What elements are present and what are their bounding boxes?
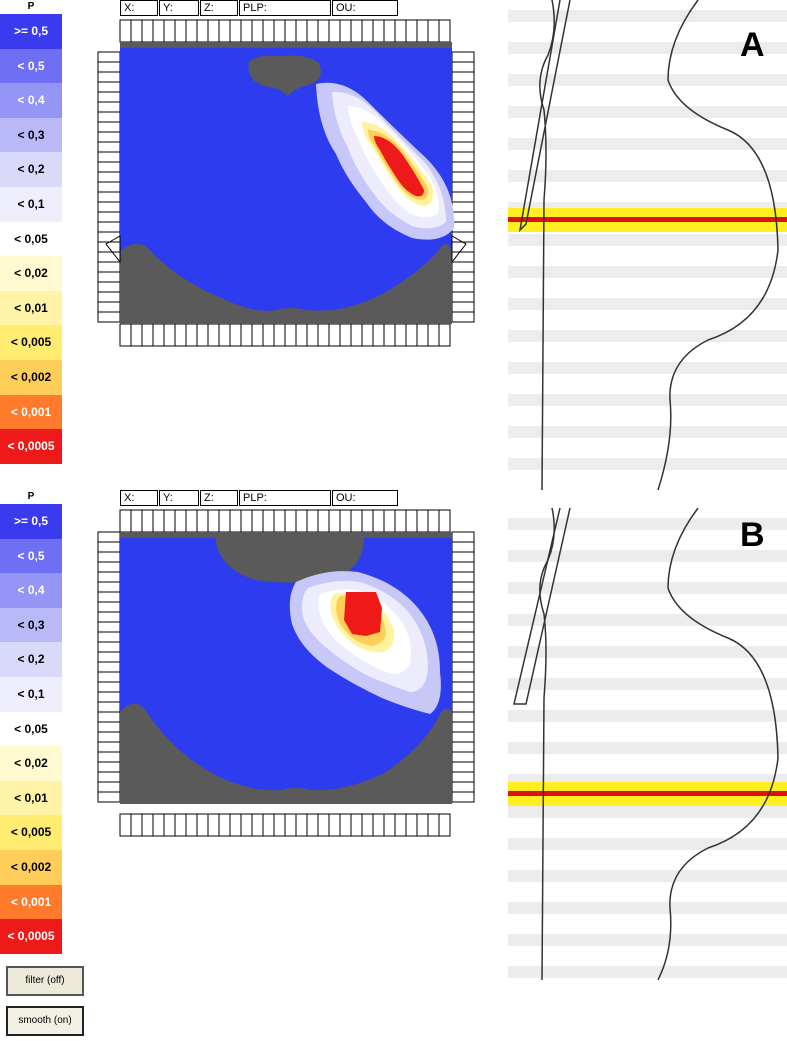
sensor-col-right (451, 51, 475, 323)
significance-blob (289, 571, 441, 714)
sensor-col-left (97, 531, 121, 803)
p-value-legend: P >= 0,5 < 0,5 < 0,4 < 0,3 < 0,2 < 0,1 < 0,05 <… (0, 490, 62, 954)
sagittal-view (508, 508, 787, 980)
legend-item: < 0,05 (0, 221, 62, 257)
legend-item: < 0,0005 (0, 919, 62, 954)
slice-highlight-line (508, 791, 787, 796)
masked-region-bottom (120, 244, 452, 324)
map-top-strip (120, 532, 452, 538)
anatomy-outline-right (657, 508, 779, 980)
legend-title: P (27, 1, 35, 12)
masked-region-top (216, 538, 364, 583)
legend-item: < 0,02 (0, 256, 62, 291)
significance-blob (316, 82, 455, 240)
x-field: X: (120, 490, 158, 506)
sagittal-view (508, 0, 787, 490)
legend-item: < 0,001 (0, 394, 62, 430)
map-top-strip (120, 42, 452, 48)
z-field: Z: (200, 490, 238, 506)
legend-item: < 0,5 (0, 538, 62, 574)
legend-item: < 0,002 (0, 359, 62, 395)
sensor-col-left (97, 51, 121, 323)
stripe-background (508, 0, 787, 490)
legend-title: P (27, 491, 35, 502)
masked-region-top (248, 55, 321, 96)
legend-item: < 0,3 (0, 117, 62, 153)
legend-item: >= 0,5 (0, 504, 62, 539)
anatomy-outline-electrode (518, 0, 571, 233)
z-field: Z: (200, 0, 238, 16)
legend-item: >= 0,5 (0, 14, 62, 49)
panel-label-a: A (740, 26, 765, 64)
coordinate-header: X: Y: Z: PLP: OU: (120, 490, 399, 506)
legend-item: < 0,05 (0, 711, 62, 747)
ou-field: OU: (332, 0, 398, 16)
legend-item: < 0,0005 (0, 429, 62, 464)
anatomy-outline-electrode (513, 508, 571, 705)
legend-item: < 0,4 (0, 83, 62, 118)
legend-item: < 0,001 (0, 884, 62, 920)
legend-cells: >= 0,5 < 0,5 < 0,4 < 0,3 < 0,2 < 0,1 < 0,05 < 0… (0, 504, 62, 954)
hatch-right (451, 235, 467, 264)
smooth-button[interactable]: smooth (on) (6, 1006, 84, 1036)
plp-field: PLP: (239, 0, 331, 16)
hatch-left (105, 235, 121, 264)
legend-item: < 0,1 (0, 676, 62, 712)
slice-highlight-line (508, 217, 787, 222)
filter-button[interactable]: filter (off) (6, 966, 84, 996)
p-value-legend: P >= 0,5 < 0,5 < 0,4 < 0,3 < 0,2 < 0,1 < 0,05 <… (0, 0, 62, 464)
legend-item: < 0,2 (0, 152, 62, 187)
plp-field: PLP: (239, 490, 331, 506)
legend-item: < 0,2 (0, 642, 62, 677)
probability-map[interactable] (96, 508, 476, 840)
panel-b: P >= 0,5 < 0,5 < 0,4 < 0,3 < 0,2 < 0,1 < 0,05 <… (0, 490, 787, 980)
legend-item: < 0,1 (0, 186, 62, 222)
panel-a: P >= 0,5 < 0,5 < 0,4 < 0,3 < 0,2 < 0,1 < 0,05 <… (0, 0, 787, 490)
legend-item: < 0,002 (0, 849, 62, 885)
sensor-row-top (119, 19, 451, 43)
sensor-row-bottom (119, 323, 451, 347)
anatomy-outline-right (657, 0, 779, 490)
legend-cells: >= 0,5 < 0,5 < 0,4 < 0,3 < 0,2 < 0,1 < 0,05 < 0… (0, 14, 62, 464)
ou-field: OU: (332, 490, 398, 506)
sensor-row-bottom (119, 813, 451, 837)
legend-item: < 0,005 (0, 325, 62, 360)
sensor-col-right (451, 531, 475, 803)
y-field: Y: (159, 490, 199, 506)
sensor-row-top (119, 509, 451, 533)
x-field: X: (120, 0, 158, 16)
coordinate-header: X: Y: Z: PLP: OU: (120, 0, 399, 16)
legend-item: < 0,02 (0, 746, 62, 781)
legend-item: < 0,005 (0, 815, 62, 850)
legend-item: < 0,01 (0, 780, 62, 816)
legend-item: < 0,4 (0, 573, 62, 608)
probability-map[interactable] (96, 18, 476, 350)
legend-item: < 0,5 (0, 48, 62, 84)
stripe-background (508, 508, 787, 980)
panel-label-b: B (740, 516, 765, 554)
anatomy-outline-left (539, 0, 555, 490)
legend-item: < 0,01 (0, 290, 62, 326)
legend-item: < 0,3 (0, 607, 62, 643)
y-field: Y: (159, 0, 199, 16)
sensor-grid (97, 509, 475, 837)
masked-region-bottom (120, 703, 452, 804)
